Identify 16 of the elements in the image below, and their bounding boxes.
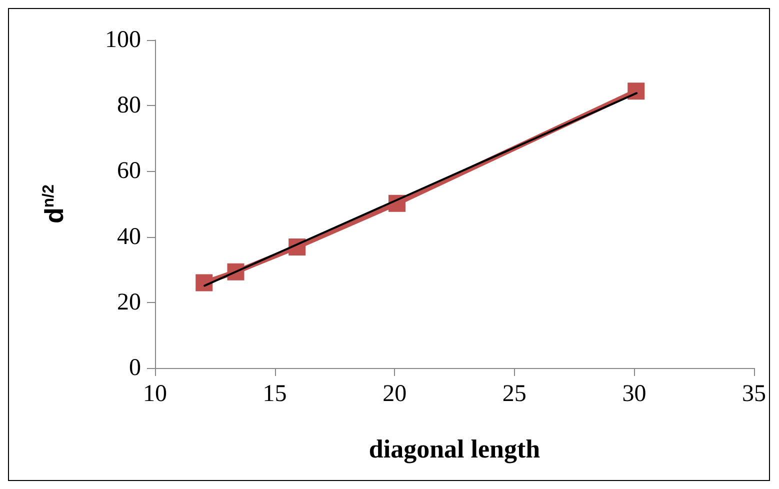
- y-tick-label: 0: [129, 355, 141, 381]
- x-tick-label: 20: [382, 381, 407, 407]
- y-tick-label: 40: [117, 224, 141, 250]
- x-tick-label: 15: [262, 381, 287, 407]
- point: [628, 82, 645, 100]
- x-tick-label: 10: [143, 381, 167, 407]
- x-tick-label: 35: [742, 381, 766, 407]
- x-tick-label: 30: [622, 381, 646, 407]
- point: [196, 274, 213, 292]
- x-axis-title: diagonal length: [368, 434, 541, 464]
- y-tick-label: 100: [105, 27, 141, 53]
- y-tick-label: 20: [117, 289, 141, 316]
- y-axis-title: dn/2: [39, 184, 69, 224]
- y-tick-label: 60: [117, 158, 141, 184]
- x-tick-label: 25: [502, 381, 526, 407]
- y-tick-label: 80: [117, 92, 141, 119]
